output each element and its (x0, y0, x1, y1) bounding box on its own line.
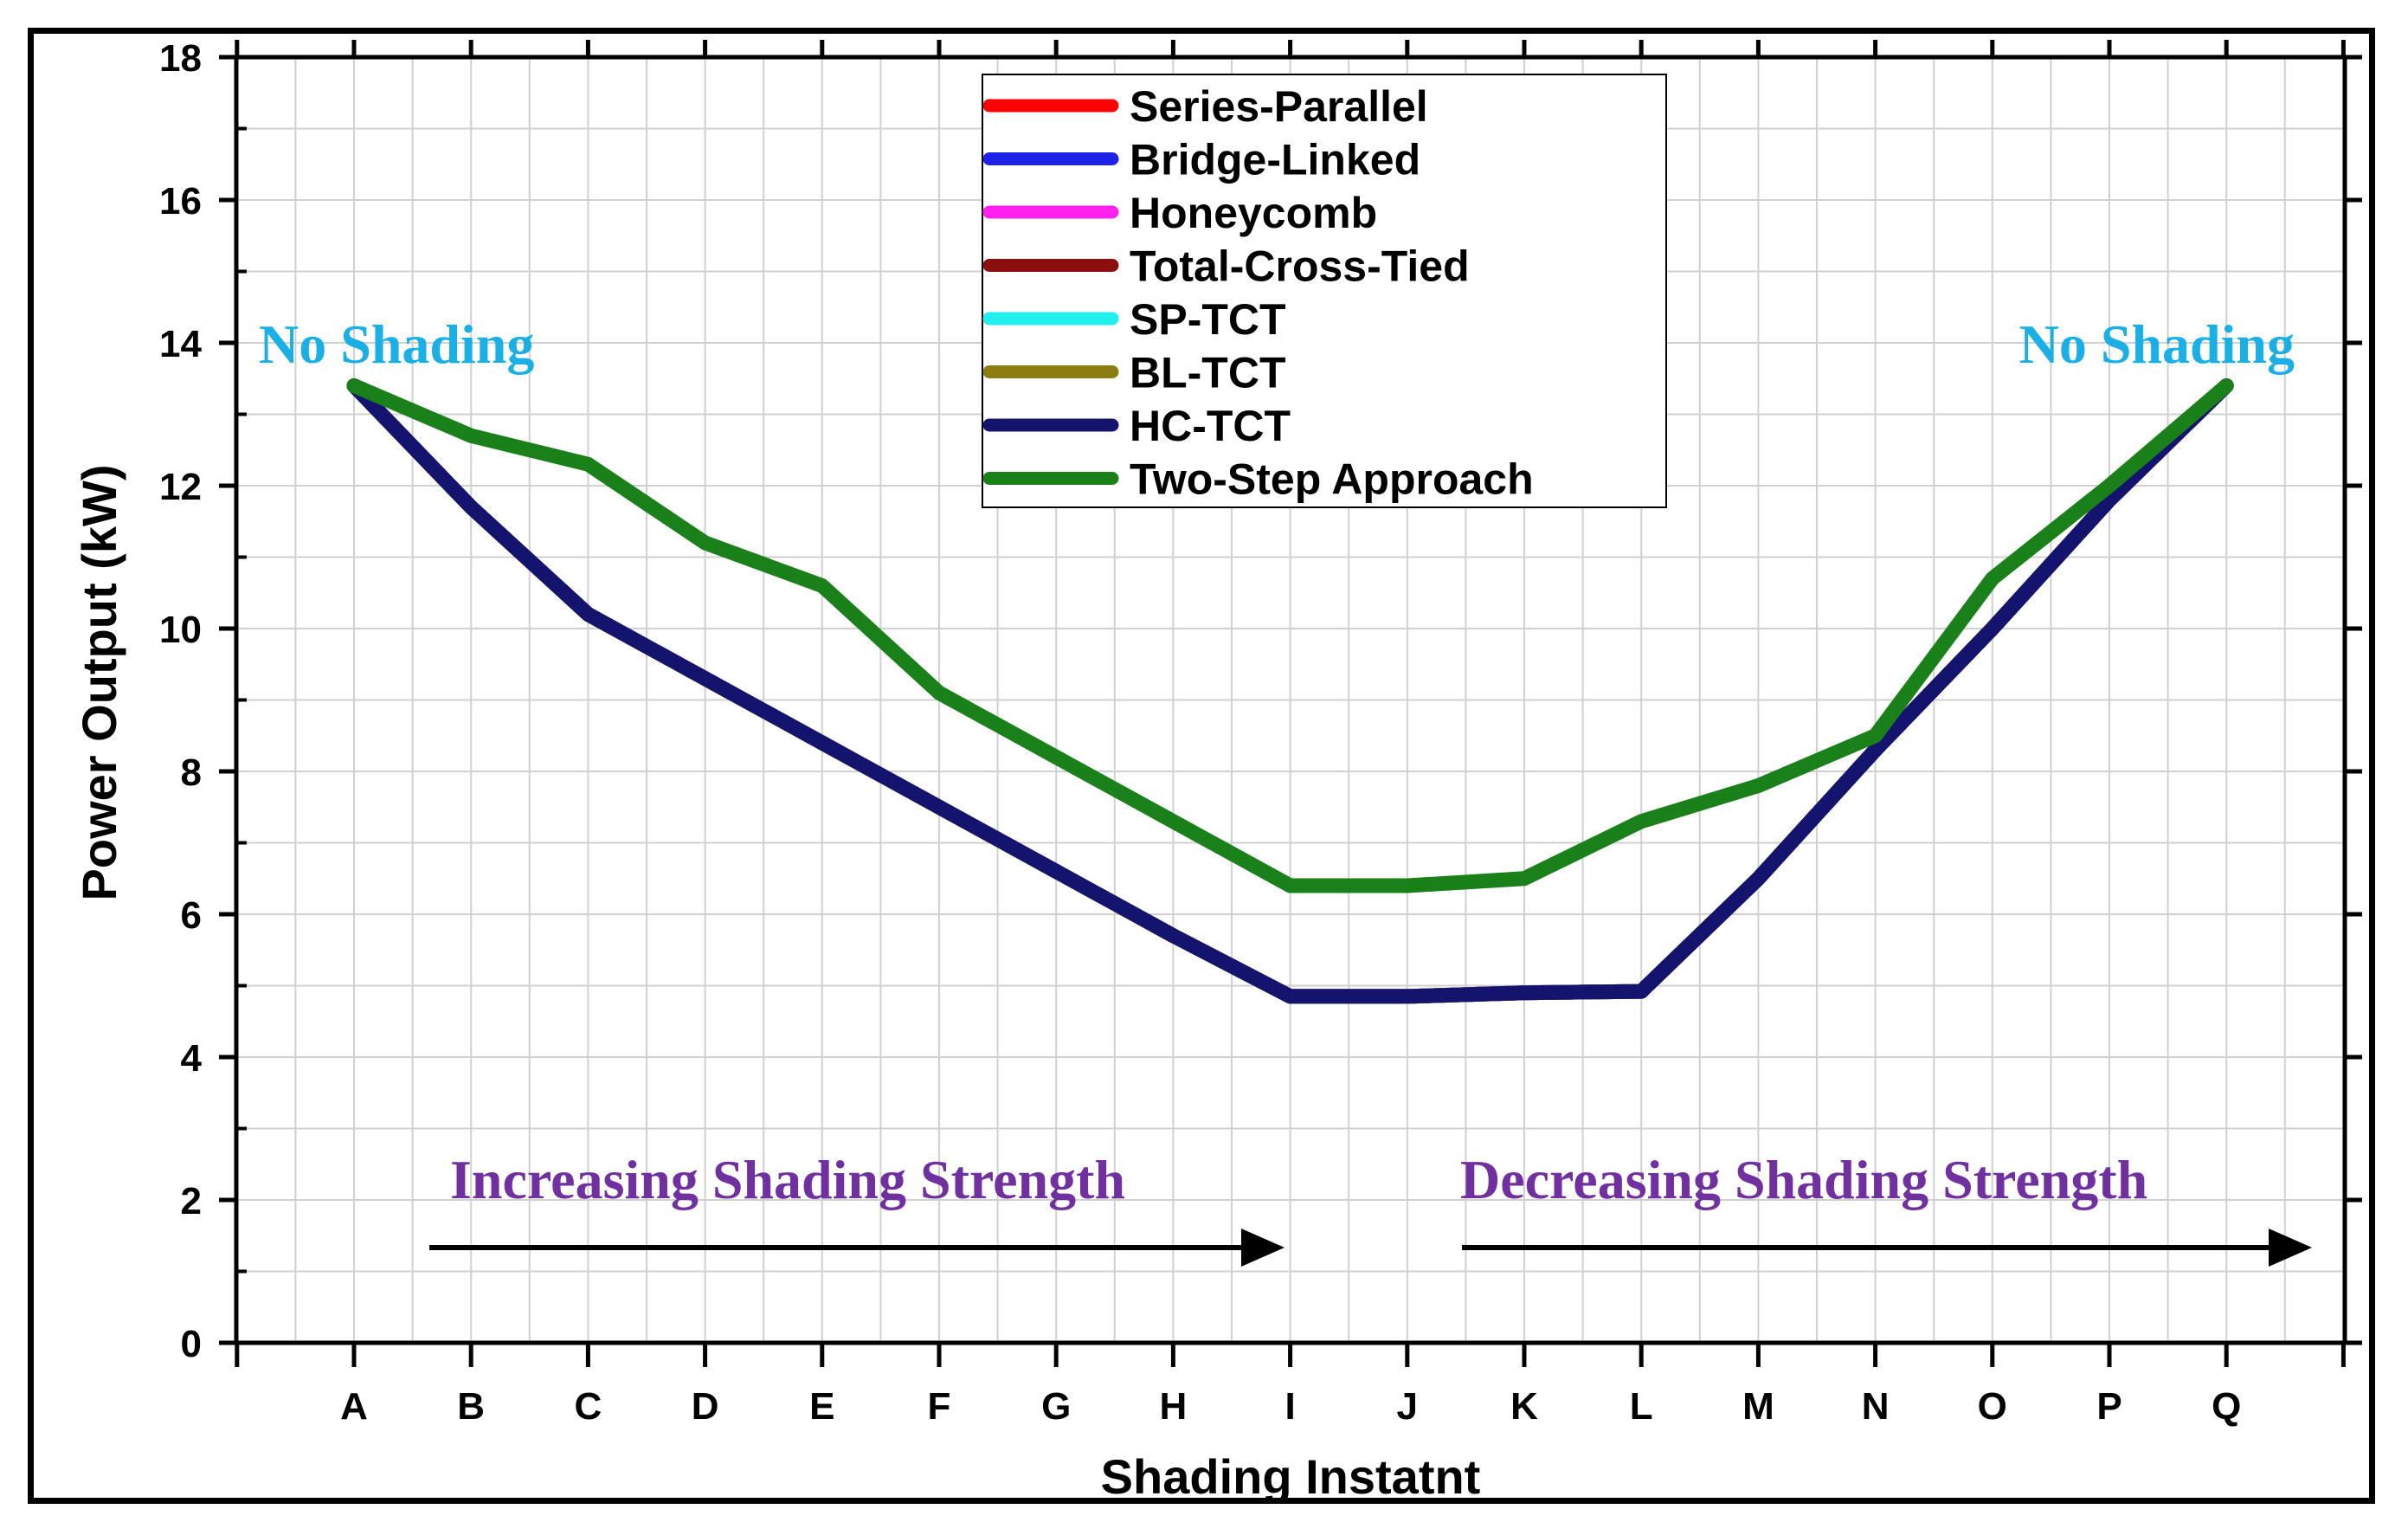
x-tick-label: M (1742, 1385, 1774, 1428)
legend-label: SP-TCT (1130, 295, 1286, 344)
x-tick-label: I (1284, 1385, 1295, 1428)
y-tick-label: 12 (159, 466, 202, 508)
x-tick-label: E (809, 1385, 834, 1428)
x-axis-title: Shading Instatnt (1101, 1449, 1481, 1498)
legend-label: Series-Parallel (1130, 82, 1428, 131)
y-tick-label: 4 (181, 1037, 203, 1080)
x-tick-label: J (1397, 1385, 1418, 1428)
increasing-arrow-head (1241, 1229, 1284, 1267)
x-tick-label: A (340, 1385, 368, 1428)
x-tick-label: F (928, 1385, 951, 1428)
legend-label: BL-TCT (1130, 349, 1286, 397)
y-tick-labels: 0 2 4 6 8 10 12 14 16 18 (159, 37, 202, 1365)
x-tick-labels: A B C D E F G H I J K L M N O P Q (340, 1385, 2241, 1428)
y-tick-label: 8 (181, 751, 202, 794)
x-tick-label: L (1630, 1385, 1653, 1428)
legend: Series-Parallel Bridge-Linked Honeycomb Tot… (982, 74, 1667, 508)
x-tick-label: P (2096, 1385, 2121, 1428)
y-tick-label: 14 (159, 323, 202, 365)
y-tick-label: 10 (159, 609, 202, 651)
series-line-hc-tct (346, 378, 2234, 1004)
series-lines (346, 378, 2234, 1004)
series-line-two-step-approach (346, 378, 2234, 893)
annotation-increasing: Increasing Shading Strength (450, 1149, 1125, 1210)
y-tick-label: 18 (159, 37, 202, 80)
x-tick-label: B (457, 1385, 485, 1428)
x-tick-label: H (1160, 1385, 1188, 1428)
legend-label: Two-Step Approach (1130, 455, 1534, 504)
line-chart: A B C D E F G H I J K L M N O P Q 0 2 4 6 8 10 12 14 16 18 No Sha… (72, 37, 2362, 1498)
axes (219, 40, 2362, 1367)
annotation-no-shading-right: No Shading (2019, 313, 2295, 375)
y-tick-label: 2 (181, 1180, 202, 1222)
x-tick-label: D (692, 1385, 719, 1428)
annotations: No Shading No Shading Increasing Shading S… (259, 313, 2312, 1267)
x-tick-label: O (1978, 1385, 2007, 1428)
decreasing-arrow-head (2269, 1229, 2312, 1267)
annotation-decreasing: Decreasing Shading Strength (1460, 1149, 2147, 1210)
x-tick-label: N (1862, 1385, 1890, 1428)
x-tick-label: C (575, 1385, 602, 1428)
y-axis-title: Power Output (kW) (72, 465, 126, 901)
chart-frame: A B C D E F G H I J K L M N O P Q 0 2 4 6 8 10 12 14 16 18 No Sha… (28, 28, 2375, 1504)
legend-label: Honeycomb (1130, 189, 1377, 237)
legend-label: HC-TCT (1130, 402, 1291, 450)
x-tick-label: Q (2212, 1385, 2241, 1428)
legend-box (982, 74, 1667, 508)
x-tick-label: G (1041, 1385, 1071, 1428)
legend-label: Total-Cross-Tied (1130, 242, 1470, 291)
x-tick-label: K (1510, 1385, 1538, 1428)
legend-label: Bridge-Linked (1130, 136, 1420, 184)
y-tick-label: 6 (181, 894, 202, 937)
annotation-no-shading-left: No Shading (259, 313, 534, 375)
y-tick-label: 16 (159, 180, 202, 223)
y-tick-label: 0 (181, 1323, 202, 1365)
